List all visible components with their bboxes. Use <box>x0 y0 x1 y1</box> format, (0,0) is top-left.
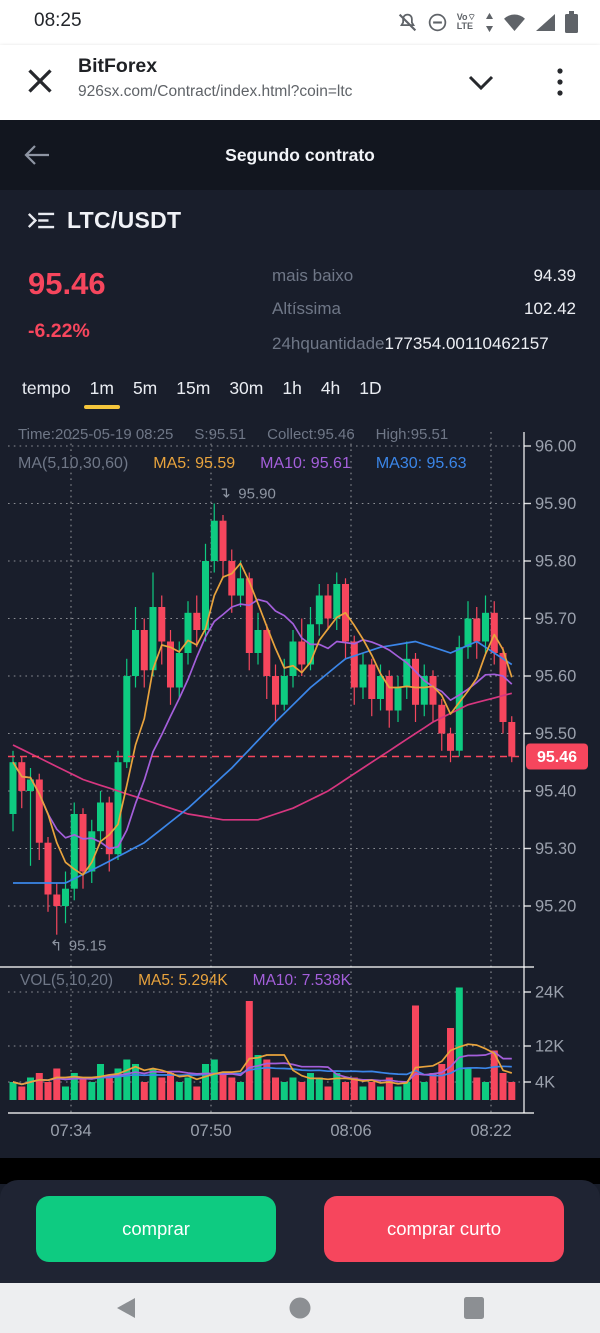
chart-area: 07:34 07:50 08:06 08:22 96.00 95.90 95.80 95.70… <box>0 420 600 1145</box>
svg-text:4K: 4K <box>535 1074 555 1092</box>
kline-chart[interactable]: 07:34 07:50 08:06 08:22 96.00 95.90 95.80 95.70… <box>0 420 600 1145</box>
svg-text:07:50: 07:50 <box>190 1122 231 1140</box>
clock: 08:25 <box>34 10 82 31</box>
stat-high: Altíssima 102.42 <box>272 299 576 319</box>
svg-text:07:34: 07:34 <box>50 1122 91 1140</box>
browser-url[interactable]: 926sx.com/Contract/index.html?coin=ltc <box>78 83 353 100</box>
svg-text:↴: ↴ <box>218 485 231 502</box>
info-time: Time:2025-05-19 08:25 <box>18 426 174 443</box>
info-high: High:95.51 <box>375 426 449 443</box>
main-content: LTC/USDT 95.46 -6.22% mais baixo 94.39 A… <box>0 190 600 1158</box>
pair-row[interactable]: LTC/USDT <box>26 207 181 234</box>
bell-muted-icon <box>398 13 416 31</box>
bottom-gap <box>0 1158 600 1184</box>
interval-tab-bar: tempo 1m 5m 15m 30m 1h 4h 1D <box>22 378 382 409</box>
tab-1D[interactable]: 1D <box>359 378 382 398</box>
svg-text:12K: 12K <box>535 1038 564 1056</box>
svg-text:24K: 24K <box>535 984 564 1002</box>
vol-ma5-label: MA5: 5.294K <box>138 972 228 989</box>
action-panel: comprar comprar curto <box>0 1180 600 1283</box>
svg-text:95.50: 95.50 <box>535 725 576 743</box>
tab-5m[interactable]: 5m <box>132 378 158 398</box>
svg-text:95.90: 95.90 <box>535 495 576 513</box>
volume-info-line: VOL(5,10,20) MA5: 5.294K MA10: 7.538K <box>20 972 351 990</box>
android-nav-bar <box>0 1283 600 1333</box>
svg-text:95.46: 95.46 <box>537 749 577 766</box>
ma10-label: MA10: 95.61 <box>260 455 351 472</box>
status-bar: 08:25 Vo⌔ LTE <box>0 0 600 45</box>
svg-text:96.00: 96.00 <box>535 438 576 456</box>
stat-low: mais baixo 94.39 <box>272 266 576 286</box>
browser-bar: BitForex 926sx.com/Contract/index.html?c… <box>0 45 600 121</box>
tab-1m[interactable]: 1m <box>83 378 121 409</box>
svg-text:↰: ↰ <box>50 938 63 955</box>
tab-30m[interactable]: 30m <box>229 378 264 398</box>
volume-value: 177354.00110462157 <box>384 334 549 353</box>
sell-short-button[interactable]: comprar curto <box>324 1196 564 1262</box>
high-label: Altíssima <box>272 299 341 318</box>
battery-icon <box>565 11 578 33</box>
close-icon[interactable] <box>26 67 54 95</box>
last-price: 95.46 <box>28 266 106 301</box>
page-title: Segundo contrato <box>225 144 375 165</box>
high-value: 102.42 <box>524 299 576 318</box>
ma30-label: MA30: 95.63 <box>375 455 467 472</box>
tab-4h[interactable]: 4h <box>320 378 341 398</box>
buy-button[interactable]: comprar <box>36 1196 276 1262</box>
do-not-disturb-icon <box>428 13 446 31</box>
back-arrow-icon[interactable] <box>22 142 52 168</box>
low-value: 94.39 <box>533 266 576 285</box>
svg-text:95.60: 95.60 <box>535 668 576 686</box>
svg-text:95.20: 95.20 <box>535 898 576 916</box>
ma-info-line: MA(5,10,30,60) MA5: 95.59 MA10: 95.61 MA… <box>18 455 467 473</box>
volume-label: 24hquantidade <box>272 334 385 353</box>
svg-text:95.70: 95.70 <box>535 610 576 628</box>
kebab-menu-icon[interactable] <box>552 65 568 99</box>
tab-1h[interactable]: 1h <box>282 378 302 398</box>
low-label: mais baixo <box>272 266 354 285</box>
nav-home-icon[interactable] <box>288 1296 312 1320</box>
svg-text:08:06: 08:06 <box>330 1122 371 1140</box>
tab-15m[interactable]: 15m <box>176 378 211 398</box>
vol-group-label: VOL(5,10,20) <box>20 972 114 989</box>
pair-symbol: LTC/USDT <box>67 207 182 233</box>
ma5-label: MA5: 95.59 <box>153 455 236 472</box>
svg-text:95.40: 95.40 <box>535 783 576 801</box>
wifi-icon <box>504 14 525 31</box>
kline-list-icon <box>27 212 55 229</box>
status-icons: Vo⌔ LTE <box>397 8 578 36</box>
svg-text:08:22: 08:22 <box>470 1122 511 1140</box>
stat-volume: 24hquantidade 177354.00110462157 <box>272 334 600 354</box>
tab-tempo[interactable]: tempo <box>22 378 71 398</box>
info-collect: Collect:95.46 <box>267 426 355 443</box>
svg-text:95.15: 95.15 <box>69 938 107 955</box>
ma-group-label: MA(5,10,30,60) <box>18 455 129 472</box>
chevron-down-icon[interactable] <box>466 71 496 93</box>
svg-text:95.80: 95.80 <box>535 553 576 571</box>
percent-change: -6.22% <box>28 320 90 342</box>
svg-text:95.30: 95.30 <box>535 840 576 858</box>
cellular-icon <box>536 13 555 31</box>
volte-icon: Vo⌔ LTE <box>456 12 476 31</box>
data-arrows-icon <box>486 12 493 32</box>
nav-recents-icon[interactable] <box>463 1296 485 1320</box>
svg-text:95.90: 95.90 <box>238 486 276 503</box>
ohlc-info-line: Time:2025-05-19 08:25 S:95.51 Collect:95… <box>18 426 448 443</box>
nav-back-icon[interactable] <box>115 1296 137 1320</box>
info-open: S:95.51 <box>194 426 247 443</box>
browser-page-title: BitForex <box>78 55 158 77</box>
app-header: Segundo contrato <box>0 120 600 190</box>
vol-ma10-label: MA10: 7.538K <box>252 972 351 989</box>
